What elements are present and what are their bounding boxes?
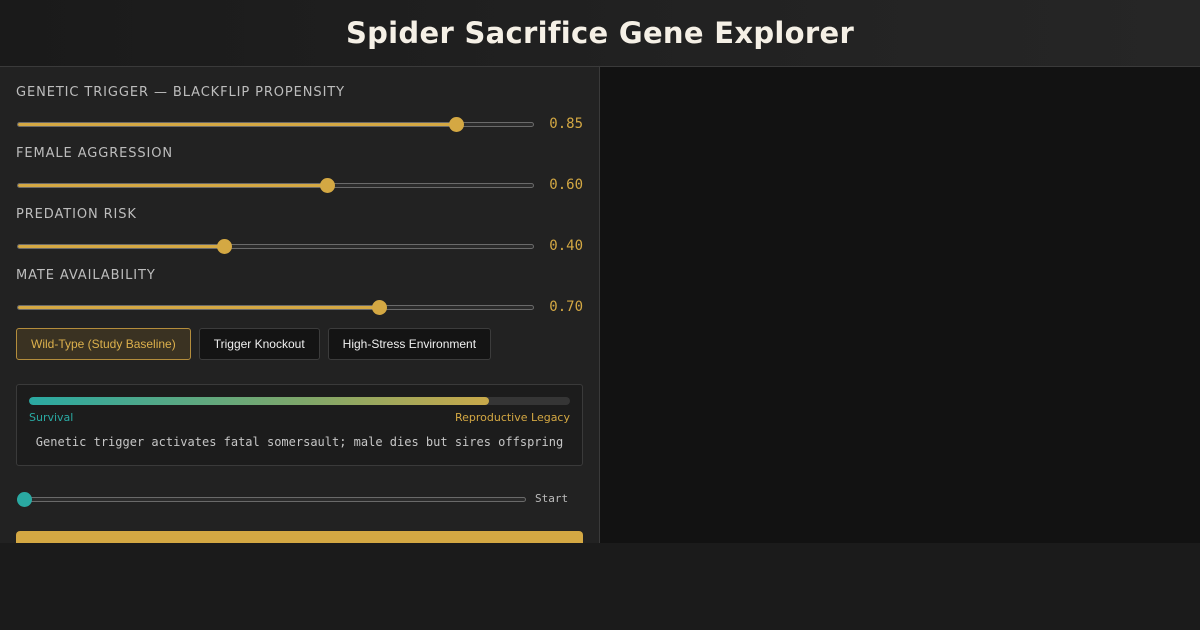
slider-fill (18, 245, 224, 248)
slider-value: 0.60 (549, 177, 583, 193)
slider-track[interactable] (17, 244, 534, 249)
slider-fill (18, 184, 327, 187)
slider-fill (18, 123, 456, 126)
slider-label: Genetic Trigger — Blackflip Propensity (16, 85, 345, 100)
slider-female-aggression-control[interactable]: 0.60 (16, 175, 583, 195)
slider-fill (18, 306, 379, 309)
slider-trigger-control[interactable]: 0.85 (16, 114, 583, 134)
slider-predation-risk-control[interactable]: 0.40 (16, 236, 583, 256)
control-panel: Genetic Trigger — Blackflip Propensity 0… (0, 67, 600, 543)
slider-thumb[interactable] (449, 117, 465, 132)
preset-high-stress-button[interactable]: High-Stress Environment (327, 328, 492, 360)
outcome-panel: Survival Reproductive Legacy Genetic tri… (16, 384, 583, 466)
slider-predation-risk: Predation Risk 0.40 (16, 206, 583, 256)
timeline-track[interactable] (17, 497, 526, 502)
slider-track[interactable] (17, 183, 534, 188)
slider-value: 0.40 (549, 238, 583, 254)
slider-thumb[interactable] (371, 300, 387, 315)
run-simulation-button[interactable] (16, 531, 583, 543)
outcome-bar (29, 397, 570, 405)
app-header: Spider Sacrifice Gene Explorer (0, 0, 1200, 67)
slider-track[interactable] (17, 122, 534, 127)
outcome-bar-fill (29, 397, 489, 405)
slider-value: 0.70 (549, 299, 583, 315)
preset-buttons: Wild-Type (Study Baseline) Trigger Knock… (16, 328, 492, 360)
simulation-viewport (600, 67, 1200, 543)
slider-label: Female Aggression (16, 146, 174, 161)
outcome-description: Genetic trigger activates fatal somersau… (35, 435, 564, 449)
timeline-scrubber[interactable]: Start (16, 489, 583, 509)
timeline-label: Start (535, 492, 569, 505)
slider-label: Mate Availability (16, 268, 156, 283)
slider-value: 0.85 (549, 116, 583, 132)
slider-female-aggression: Female Aggression 0.60 (16, 145, 583, 195)
slider-label: Predation Risk (16, 207, 137, 222)
slider-track[interactable] (17, 305, 534, 310)
slider-trigger: Genetic Trigger — Blackflip Propensity 0… (16, 84, 583, 134)
page-title: Spider Sacrifice Gene Explorer (345, 16, 855, 50)
reproductive-legacy-label: Reproductive Legacy (454, 411, 570, 424)
timeline-thumb[interactable] (17, 492, 32, 507)
preset-trigger-knockout-button[interactable]: Trigger Knockout (198, 328, 320, 360)
slider-mate-availability-control[interactable]: 0.70 (16, 297, 583, 317)
slider-mate-availability: Mate Availability 0.70 (16, 267, 583, 317)
slider-thumb[interactable] (216, 239, 232, 254)
preset-wild-type-button[interactable]: Wild-Type (Study Baseline) (16, 328, 191, 360)
survival-label: Survival (29, 411, 74, 424)
slider-thumb[interactable] (320, 178, 336, 193)
